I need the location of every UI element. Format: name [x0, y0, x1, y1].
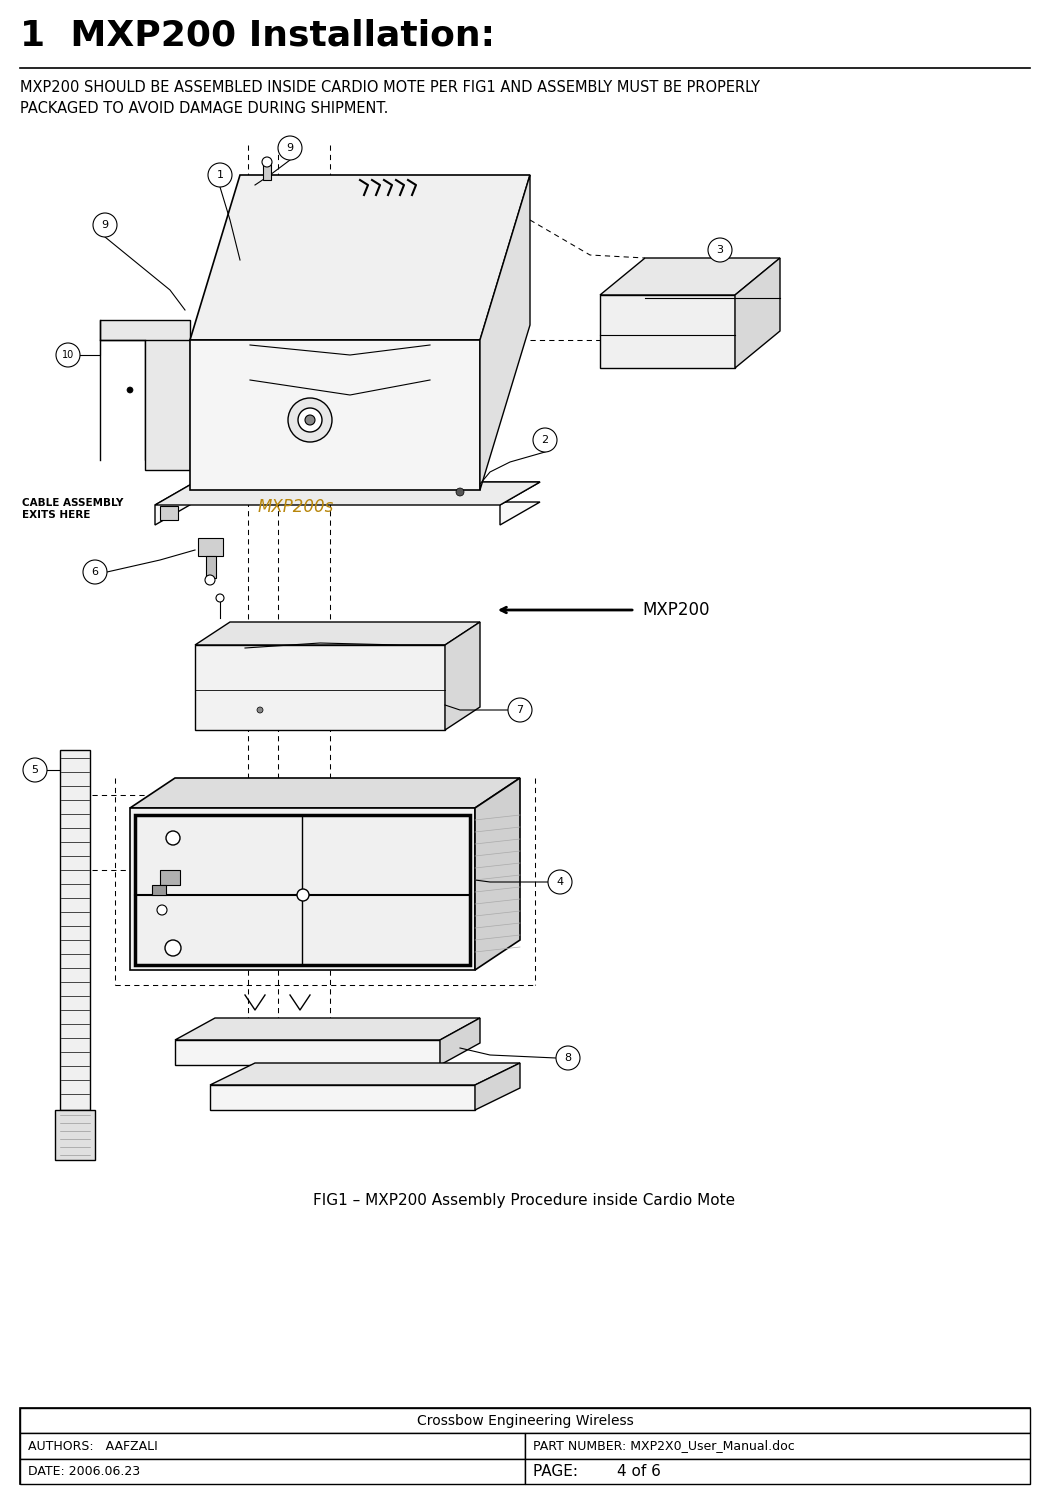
- Text: 5: 5: [31, 764, 39, 775]
- Bar: [20, 1433, 525, 1459]
- Text: MXP200: MXP200: [642, 601, 709, 619]
- Circle shape: [208, 164, 232, 187]
- Circle shape: [216, 593, 224, 602]
- Bar: [54, 1109, 95, 1160]
- Bar: [20, 1408, 1030, 1433]
- Circle shape: [508, 697, 532, 723]
- Circle shape: [533, 428, 556, 452]
- Circle shape: [83, 561, 107, 584]
- Circle shape: [298, 407, 322, 433]
- Polygon shape: [475, 1063, 520, 1109]
- Circle shape: [456, 488, 464, 497]
- Polygon shape: [445, 622, 480, 730]
- Bar: [160, 870, 180, 885]
- Bar: [263, 162, 271, 180]
- Polygon shape: [601, 294, 735, 367]
- Polygon shape: [195, 622, 480, 645]
- Circle shape: [257, 706, 263, 712]
- Text: 3: 3: [717, 245, 723, 254]
- Polygon shape: [210, 1086, 475, 1109]
- Bar: [525, 1459, 1030, 1484]
- Bar: [206, 556, 216, 578]
- Polygon shape: [480, 175, 530, 491]
- Circle shape: [262, 158, 272, 167]
- Text: 7: 7: [517, 705, 524, 715]
- Text: 4: 4: [556, 877, 564, 888]
- Bar: [20, 1459, 525, 1484]
- Text: MXP200 SHOULD BE ASSEMBLED INSIDE CARDIO MOTE PER FIG1 AND ASSEMBLY MUST BE PROP: MXP200 SHOULD BE ASSEMBLED INSIDE CARDIO…: [20, 80, 760, 116]
- Circle shape: [23, 758, 47, 782]
- Text: CABLE ASSEMBLY
EXITS HERE: CABLE ASSEMBLY EXITS HERE: [22, 498, 124, 519]
- Circle shape: [556, 1045, 580, 1071]
- Text: 9: 9: [286, 143, 293, 153]
- Text: 1: 1: [217, 170, 223, 180]
- Bar: [60, 749, 90, 1109]
- Circle shape: [305, 415, 315, 425]
- Text: PAGE:        4 of 6: PAGE: 4 of 6: [533, 1465, 661, 1480]
- Circle shape: [56, 343, 80, 367]
- Polygon shape: [130, 778, 520, 807]
- Text: 8: 8: [565, 1053, 571, 1063]
- Text: 10: 10: [62, 349, 74, 360]
- Circle shape: [127, 387, 133, 393]
- Polygon shape: [155, 482, 540, 506]
- Text: MXP200s: MXP200s: [258, 498, 334, 516]
- Polygon shape: [145, 341, 190, 470]
- Polygon shape: [475, 778, 520, 970]
- Text: DATE: 2006.06.23: DATE: 2006.06.23: [28, 1465, 140, 1478]
- Circle shape: [297, 889, 309, 901]
- Polygon shape: [195, 645, 445, 730]
- Circle shape: [205, 575, 215, 584]
- Polygon shape: [210, 1063, 520, 1086]
- Polygon shape: [190, 175, 530, 341]
- Polygon shape: [155, 482, 540, 525]
- Text: PART NUMBER: MXP2X0_User_Manual.doc: PART NUMBER: MXP2X0_User_Manual.doc: [533, 1439, 794, 1453]
- Polygon shape: [100, 320, 190, 459]
- Circle shape: [708, 238, 732, 262]
- Polygon shape: [735, 259, 780, 367]
- Text: 2: 2: [542, 436, 548, 445]
- Polygon shape: [601, 259, 780, 294]
- Text: FIG1 – MXP200 Assembly Procedure inside Cardio Mote: FIG1 – MXP200 Assembly Procedure inside …: [313, 1193, 735, 1207]
- Text: 9: 9: [102, 220, 109, 230]
- Bar: [152, 885, 166, 895]
- Circle shape: [278, 135, 302, 161]
- Bar: [198, 538, 223, 556]
- Circle shape: [165, 940, 181, 956]
- Circle shape: [288, 399, 332, 442]
- Circle shape: [548, 870, 572, 894]
- Circle shape: [166, 831, 180, 845]
- Bar: [160, 506, 178, 520]
- Circle shape: [93, 213, 117, 236]
- Bar: [525, 1433, 1030, 1459]
- Circle shape: [157, 906, 167, 915]
- Text: Crossbow Engineering Wireless: Crossbow Engineering Wireless: [417, 1414, 633, 1428]
- Polygon shape: [175, 1019, 480, 1039]
- Bar: [20, 1408, 1030, 1484]
- Polygon shape: [175, 1039, 440, 1065]
- Polygon shape: [190, 341, 480, 491]
- Text: 6: 6: [91, 567, 99, 577]
- Polygon shape: [440, 1019, 480, 1065]
- Text: AUTHORS:   AAFZALI: AUTHORS: AAFZALI: [28, 1439, 158, 1453]
- Polygon shape: [130, 807, 475, 970]
- Text: 1  MXP200 Installation:: 1 MXP200 Installation:: [20, 18, 495, 52]
